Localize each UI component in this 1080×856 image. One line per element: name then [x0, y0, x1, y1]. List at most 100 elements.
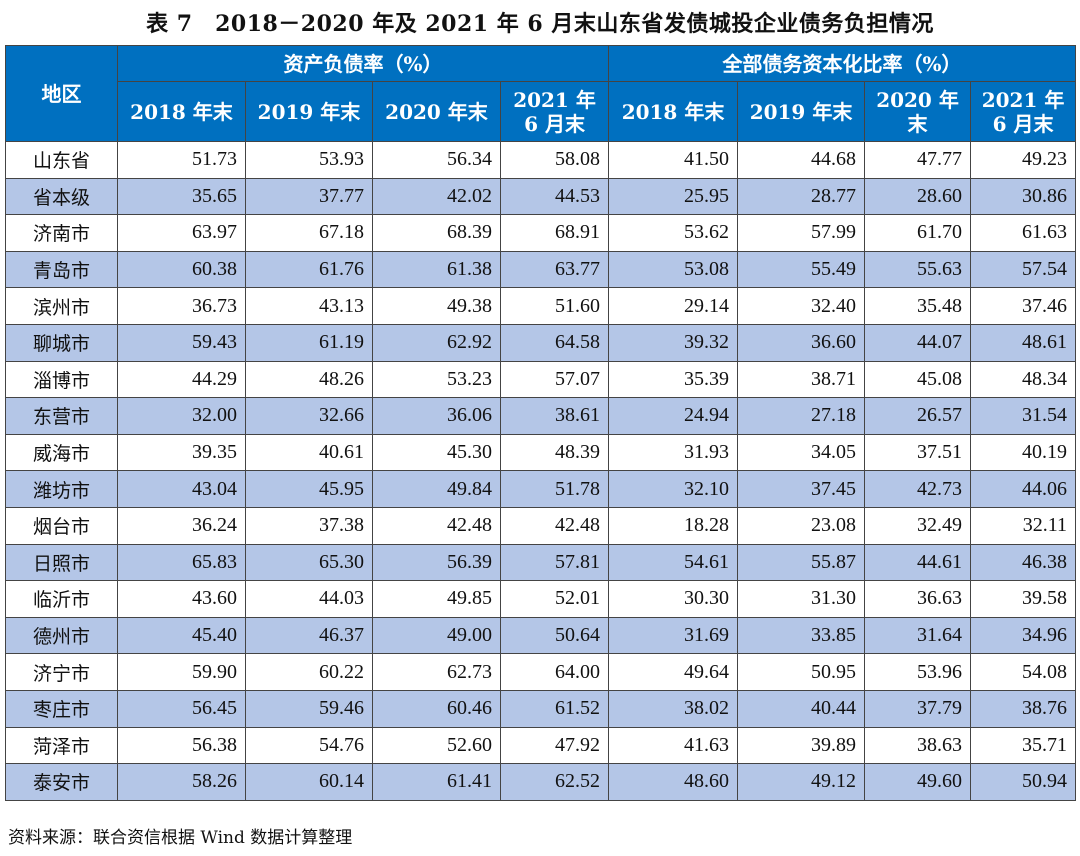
value-cell: 34.96 [970, 616, 1077, 655]
table-row: 烟台市 36.24 37.38 42.48 42.48 18.28 23.08 32.49 32… [5, 506, 1077, 545]
value-cell: 49.38 [372, 287, 501, 325]
value-cell: 57.54 [970, 250, 1077, 289]
value-cell: 27.18 [737, 397, 866, 435]
value-cell: 44.03 [245, 580, 373, 618]
value-cell: 45.40 [117, 616, 246, 655]
value-cell: 41.63 [608, 726, 739, 765]
value-cell: 53.23 [372, 360, 501, 399]
value-cell: 48.26 [245, 360, 373, 399]
value-cell: 60.14 [245, 763, 373, 801]
value-cell: 38.63 [864, 726, 972, 765]
debt-burden-table: 地区 资产负债率（%） 全部债务资本化比率（%） 2018 年末 2019 年末 2… [5, 45, 1077, 801]
region-cell: 日照市 [5, 543, 118, 582]
value-cell: 32.40 [737, 287, 866, 325]
value-cell: 59.43 [117, 323, 246, 362]
region-cell: 烟台市 [5, 506, 118, 545]
value-cell: 44.53 [499, 177, 610, 216]
column-header: 2021 年 6 月末 [499, 81, 610, 142]
value-cell: 53.93 [245, 141, 373, 179]
value-cell: 56.39 [372, 543, 501, 582]
value-cell: 32.11 [970, 506, 1077, 545]
value-cell: 50.64 [499, 616, 610, 655]
value-cell: 30.86 [970, 177, 1077, 216]
table-row: 山东省 51.73 53.93 56.34 58.08 41.50 44.68 47.77 49… [5, 141, 1077, 179]
value-cell: 56.38 [117, 726, 246, 765]
table-row: 潍坊市 43.04 45.95 49.84 51.78 32.10 37.45 42.73 44… [5, 470, 1077, 508]
table-title: 表 7 2018－2020 年及 2021 年 6 月末山东省发债城投企业债务负… [146, 11, 934, 37]
value-cell: 44.07 [864, 323, 972, 362]
value-cell: 68.39 [372, 214, 501, 252]
region-cell: 枣庄市 [5, 689, 118, 728]
value-cell: 61.70 [864, 214, 972, 252]
value-cell: 61.76 [245, 250, 373, 289]
value-cell: 55.87 [737, 543, 866, 582]
value-cell: 47.77 [864, 141, 972, 179]
region-cell: 潍坊市 [5, 470, 118, 508]
value-cell: 68.91 [499, 214, 610, 252]
value-cell: 44.06 [970, 470, 1077, 508]
value-cell: 50.94 [970, 763, 1077, 801]
table-row: 滨州市 36.73 43.13 49.38 51.60 29.14 32.40 35.48 37… [5, 287, 1077, 325]
value-cell: 24.94 [608, 397, 739, 435]
value-cell: 42.48 [372, 506, 501, 545]
value-cell: 42.73 [864, 470, 972, 508]
value-cell: 49.60 [864, 763, 972, 801]
value-cell: 60.22 [245, 653, 373, 691]
value-cell: 58.08 [499, 141, 610, 179]
table-row: 临沂市 43.60 44.03 49.85 52.01 30.30 31.30 36.63 39… [5, 580, 1077, 618]
value-cell: 63.97 [117, 214, 246, 252]
region-cell: 济宁市 [5, 653, 118, 691]
value-cell: 31.54 [970, 397, 1077, 435]
value-cell: 47.92 [499, 726, 610, 765]
region-header: 地区 [5, 45, 118, 142]
value-cell: 36.63 [864, 580, 972, 618]
value-cell: 37.45 [737, 470, 866, 508]
value-cell: 43.13 [245, 287, 373, 325]
region-cell: 山东省 [5, 141, 118, 179]
value-cell: 62.52 [499, 763, 610, 801]
value-cell: 51.60 [499, 287, 610, 325]
value-cell: 49.64 [608, 653, 739, 691]
value-cell: 53.08 [608, 250, 739, 289]
region-cell: 济南市 [5, 214, 118, 252]
value-cell: 49.23 [970, 141, 1077, 179]
value-cell: 51.78 [499, 470, 610, 508]
region-cell: 淄博市 [5, 360, 118, 399]
value-cell: 39.58 [970, 580, 1077, 618]
value-cell: 59.90 [117, 653, 246, 691]
value-cell: 35.71 [970, 726, 1077, 765]
table-row: 济南市 63.97 67.18 68.39 68.91 53.62 57.99 61.70 61… [5, 214, 1077, 252]
value-cell: 61.52 [499, 689, 610, 728]
value-cell: 40.19 [970, 433, 1077, 472]
table-row: 聊城市 59.43 61.19 62.92 64.58 39.32 36.60 44.07 48… [5, 323, 1077, 362]
value-cell: 60.46 [372, 689, 501, 728]
value-cell: 65.30 [245, 543, 373, 582]
value-cell: 55.63 [864, 250, 972, 289]
value-cell: 63.77 [499, 250, 610, 289]
value-cell: 56.34 [372, 141, 501, 179]
value-cell: 43.04 [117, 470, 246, 508]
value-cell: 46.38 [970, 543, 1077, 582]
value-cell: 57.81 [499, 543, 610, 582]
table-row: 泰安市 58.26 60.14 61.41 62.52 48.60 49.12 49.60 50… [5, 763, 1077, 801]
column-header: 2019 年末 [737, 81, 866, 142]
source-note: 资料来源：联合资信根据 Wind 数据计算整理 [8, 828, 353, 848]
value-cell: 56.45 [117, 689, 246, 728]
value-cell: 42.48 [499, 506, 610, 545]
region-cell: 省本级 [5, 177, 118, 216]
column-header: 2018 年末 [117, 81, 246, 142]
value-cell: 32.10 [608, 470, 739, 508]
value-cell: 44.68 [737, 141, 866, 179]
value-cell: 61.19 [245, 323, 373, 362]
value-cell: 40.61 [245, 433, 373, 472]
value-cell: 37.51 [864, 433, 972, 472]
region-cell: 菏泽市 [5, 726, 118, 765]
value-cell: 37.38 [245, 506, 373, 545]
value-cell: 38.61 [499, 397, 610, 435]
value-cell: 44.61 [864, 543, 972, 582]
column-header: 2019 年末 [245, 81, 373, 142]
table-row: 德州市 45.40 46.37 49.00 50.64 31.69 33.85 31.64 34… [5, 616, 1077, 655]
value-cell: 49.84 [372, 470, 501, 508]
table-row: 省本级 35.65 37.77 42.02 44.53 25.95 28.77 28.60 30… [5, 177, 1077, 216]
value-cell: 35.48 [864, 287, 972, 325]
